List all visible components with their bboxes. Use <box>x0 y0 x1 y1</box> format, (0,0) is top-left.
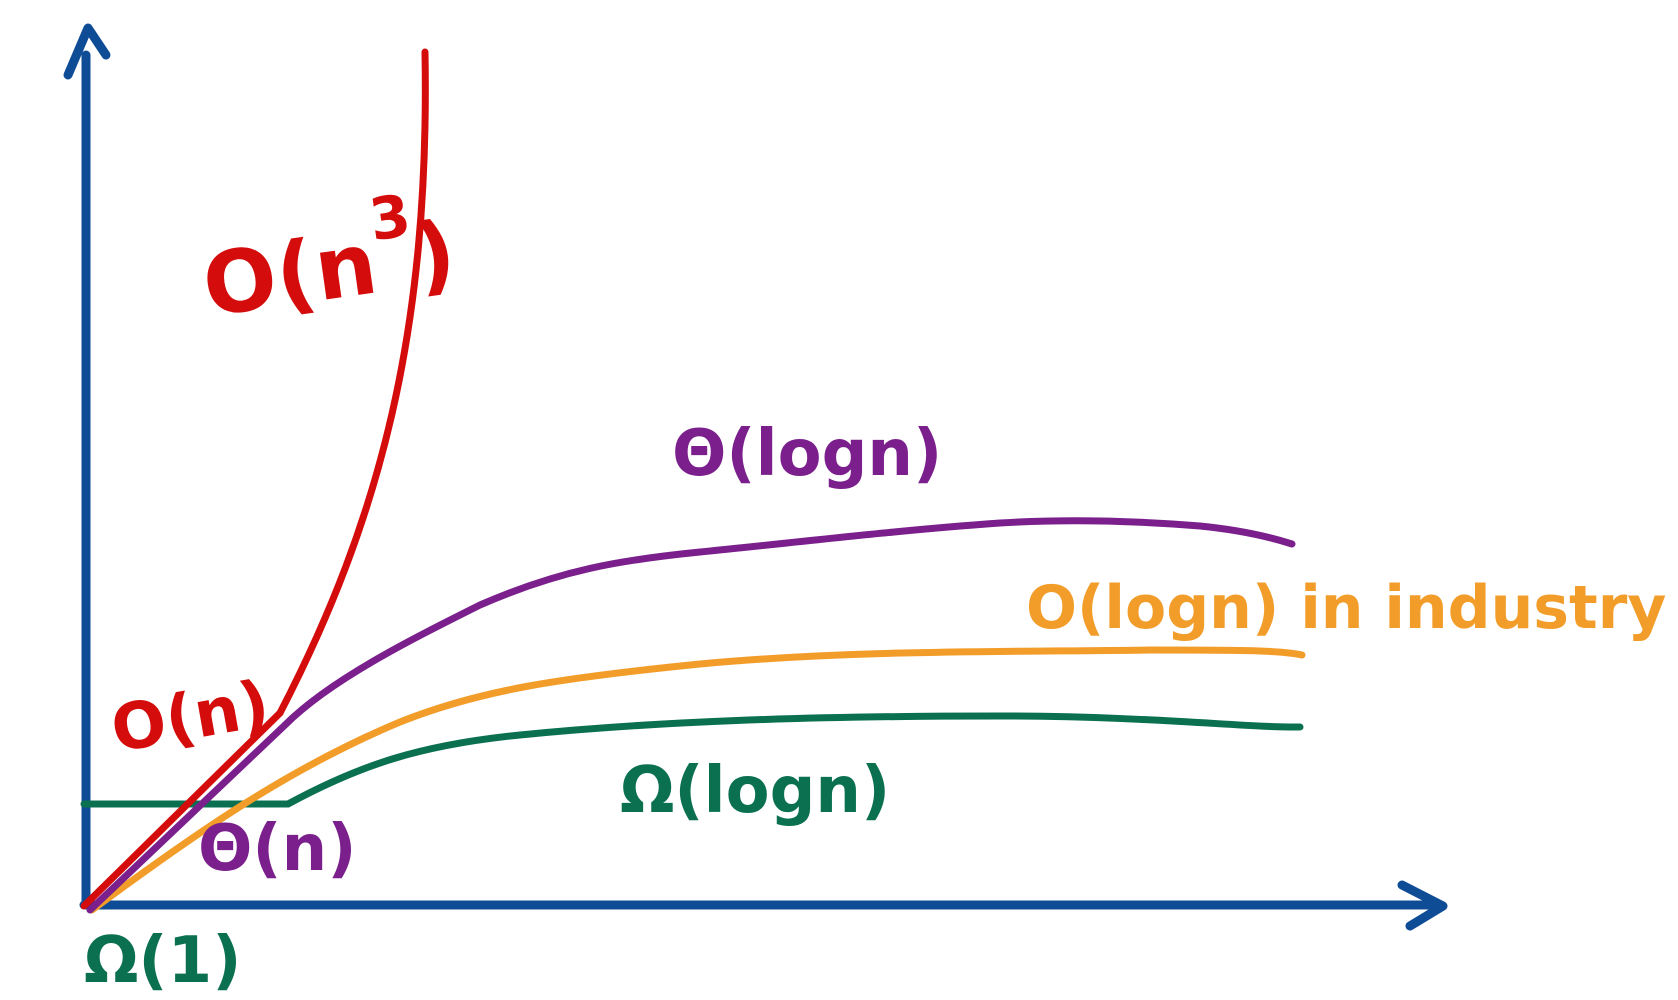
o-n3-curve <box>276 48 429 717</box>
theta-logn-curve <box>86 517 1296 914</box>
label-omega-logn: Ω(logn) <box>620 754 890 828</box>
label-o-logn-industry: O(logn) in industry <box>1026 573 1666 643</box>
o-logn-industry-curve <box>88 646 1306 914</box>
y-axis-arrowhead <box>63 23 111 80</box>
label-theta-logn: Θ(logn) <box>672 417 942 491</box>
x-axis-arrowhead <box>1397 880 1448 931</box>
label-o-n: O(n) <box>106 667 275 767</box>
label-theta-n: Θ(n) <box>198 812 356 886</box>
label-omega-1: Ω(1) <box>84 924 241 998</box>
omega-logn-curve <box>80 712 1304 808</box>
o-n-line <box>80 709 284 910</box>
label-o-n3: O(n3) <box>193 176 462 337</box>
